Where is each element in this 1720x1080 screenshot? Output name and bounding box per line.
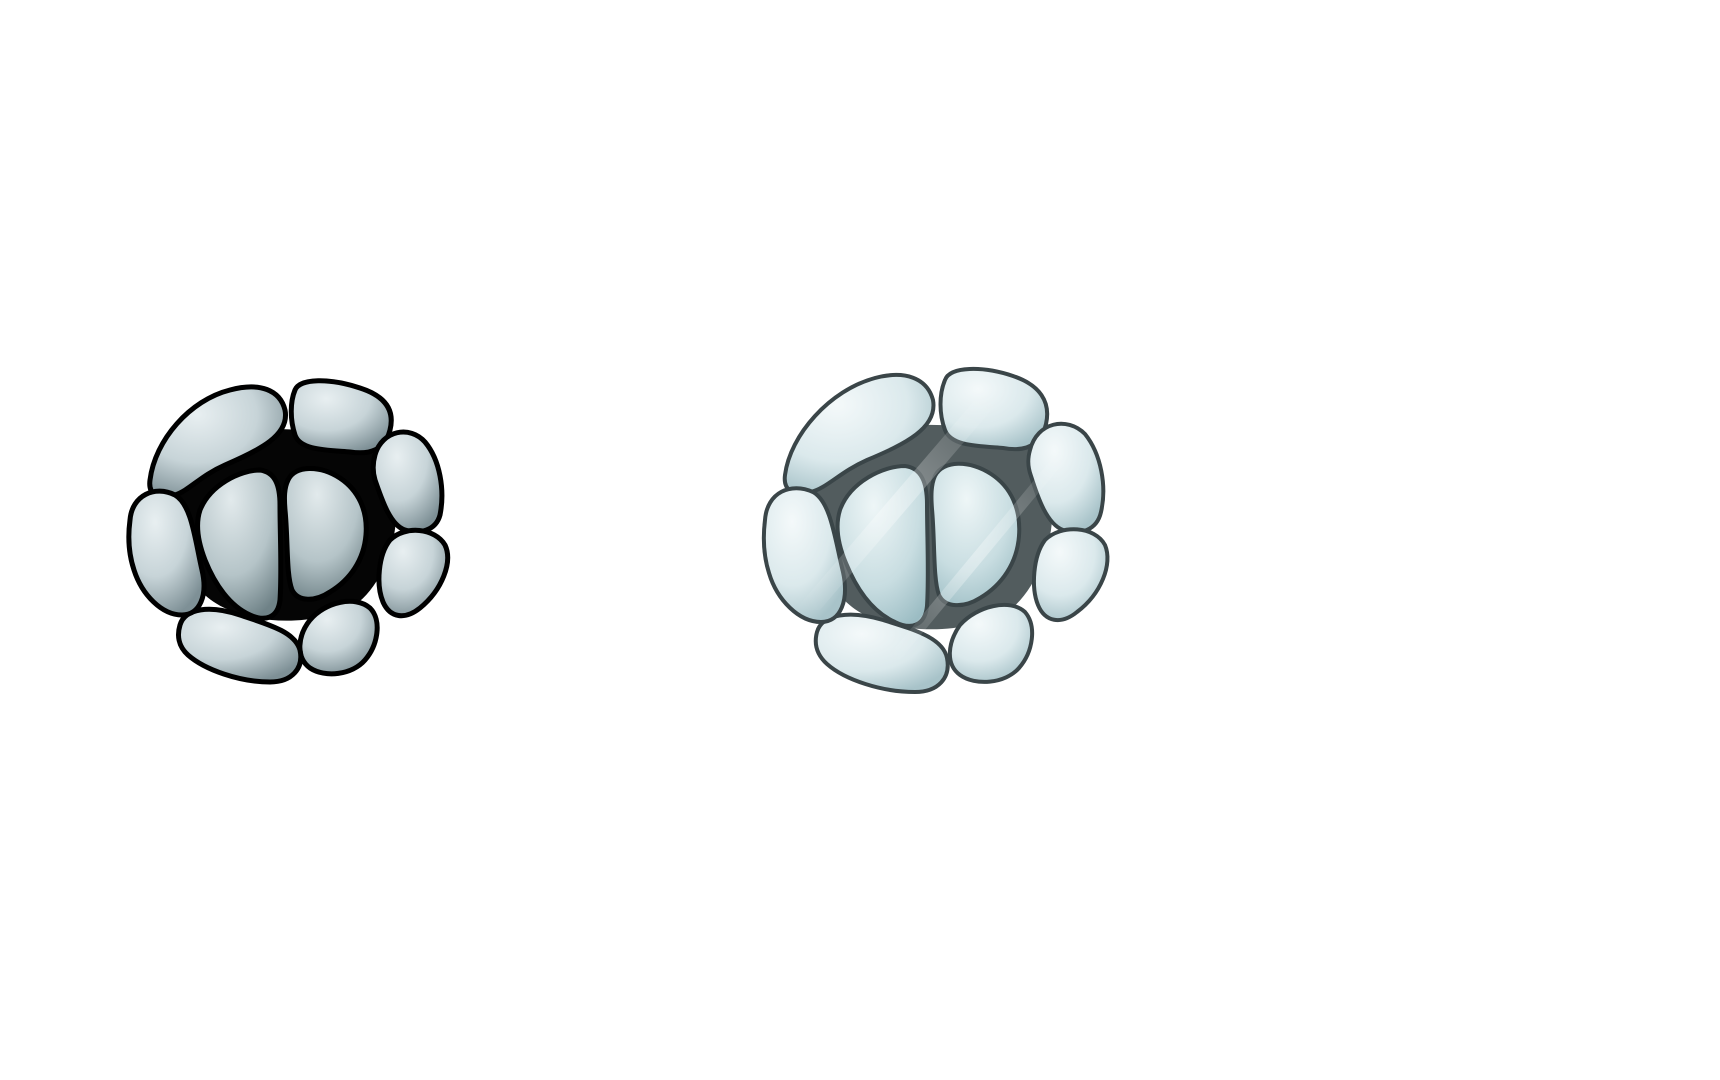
dark-outline-cluster bbox=[120, 370, 465, 690]
glass-cluster-graphic bbox=[761, 366, 1110, 695]
glass-cluster bbox=[755, 360, 1125, 700]
dark-outline-cluster-graphic bbox=[126, 378, 451, 685]
